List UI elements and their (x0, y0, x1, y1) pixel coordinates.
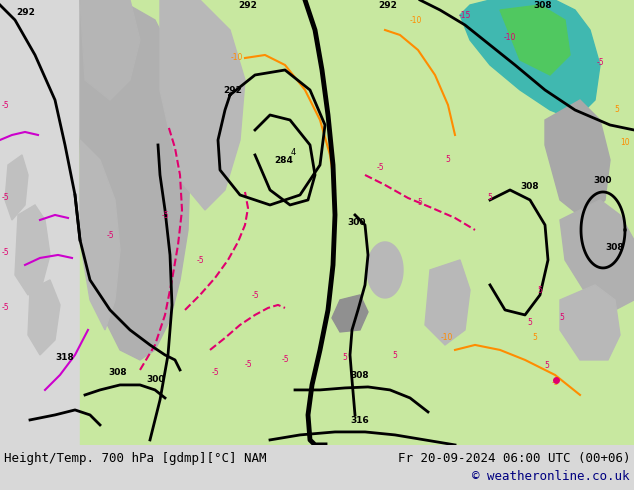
Polygon shape (545, 100, 610, 220)
Text: -15: -15 (459, 11, 471, 20)
Polygon shape (5, 155, 28, 220)
Text: Height/Temp. 700 hPa [gdmp][°C] NAM: Height/Temp. 700 hPa [gdmp][°C] NAM (4, 452, 266, 465)
Polygon shape (80, 0, 634, 370)
Text: 300: 300 (594, 176, 612, 185)
Text: 4: 4 (290, 148, 295, 157)
Text: 5: 5 (545, 361, 550, 370)
Polygon shape (367, 242, 403, 298)
Polygon shape (15, 205, 50, 295)
Text: 308: 308 (521, 182, 540, 191)
Text: 292: 292 (238, 1, 257, 10)
Text: 308: 308 (534, 1, 552, 10)
Text: Fr 20-09-2024 06:00 UTC (00+06): Fr 20-09-2024 06:00 UTC (00+06) (398, 452, 630, 465)
Text: 308: 308 (605, 243, 624, 252)
Polygon shape (160, 0, 245, 210)
Text: -5: -5 (2, 193, 10, 202)
Text: -5: -5 (244, 360, 252, 369)
Text: 292: 292 (16, 8, 35, 17)
Text: 5: 5 (533, 333, 538, 342)
Text: -5: -5 (2, 303, 10, 312)
Text: -5: -5 (2, 248, 10, 257)
Polygon shape (560, 285, 620, 360)
Text: -10: -10 (504, 33, 516, 42)
Text: 5: 5 (342, 353, 347, 362)
Polygon shape (28, 280, 60, 355)
Text: 300: 300 (348, 218, 366, 227)
Text: 284: 284 (275, 156, 294, 165)
Text: 5: 5 (614, 105, 619, 114)
Text: -5: -5 (161, 211, 169, 220)
Polygon shape (500, 5, 570, 75)
Text: -10: -10 (410, 16, 422, 25)
Polygon shape (460, 0, 600, 120)
Text: 5: 5 (392, 351, 398, 360)
Text: 292: 292 (224, 86, 242, 95)
Polygon shape (80, 0, 140, 100)
Text: -5: -5 (376, 163, 384, 172)
Polygon shape (80, 200, 634, 445)
Text: 308: 308 (108, 368, 127, 377)
Text: -5: -5 (596, 58, 604, 67)
Text: -10: -10 (441, 333, 453, 342)
Text: 5: 5 (538, 286, 543, 295)
Text: -5: -5 (281, 355, 289, 364)
Polygon shape (560, 200, 634, 310)
Text: -5: -5 (211, 368, 219, 377)
Polygon shape (425, 260, 470, 345)
Text: 5: 5 (560, 313, 564, 322)
Text: -5: -5 (2, 101, 10, 110)
Text: 5: 5 (488, 193, 493, 202)
Text: -5: -5 (196, 256, 204, 265)
Text: -5: -5 (251, 291, 259, 300)
Text: 308: 308 (351, 371, 370, 380)
Text: 5: 5 (446, 155, 450, 164)
Text: 318: 318 (56, 353, 74, 362)
Text: 10: 10 (620, 138, 630, 147)
Text: 292: 292 (378, 1, 398, 10)
Text: 316: 316 (351, 416, 370, 425)
Text: 5: 5 (527, 318, 533, 327)
Text: 5: 5 (418, 198, 422, 207)
Text: 300: 300 (146, 375, 165, 384)
Text: -5: -5 (551, 378, 559, 387)
Polygon shape (332, 295, 368, 332)
Polygon shape (80, 140, 120, 330)
Text: © weatheronline.co.uk: © weatheronline.co.uk (472, 470, 630, 483)
Polygon shape (80, 0, 190, 360)
Text: -5: -5 (106, 231, 114, 240)
Text: -10: -10 (231, 53, 243, 63)
